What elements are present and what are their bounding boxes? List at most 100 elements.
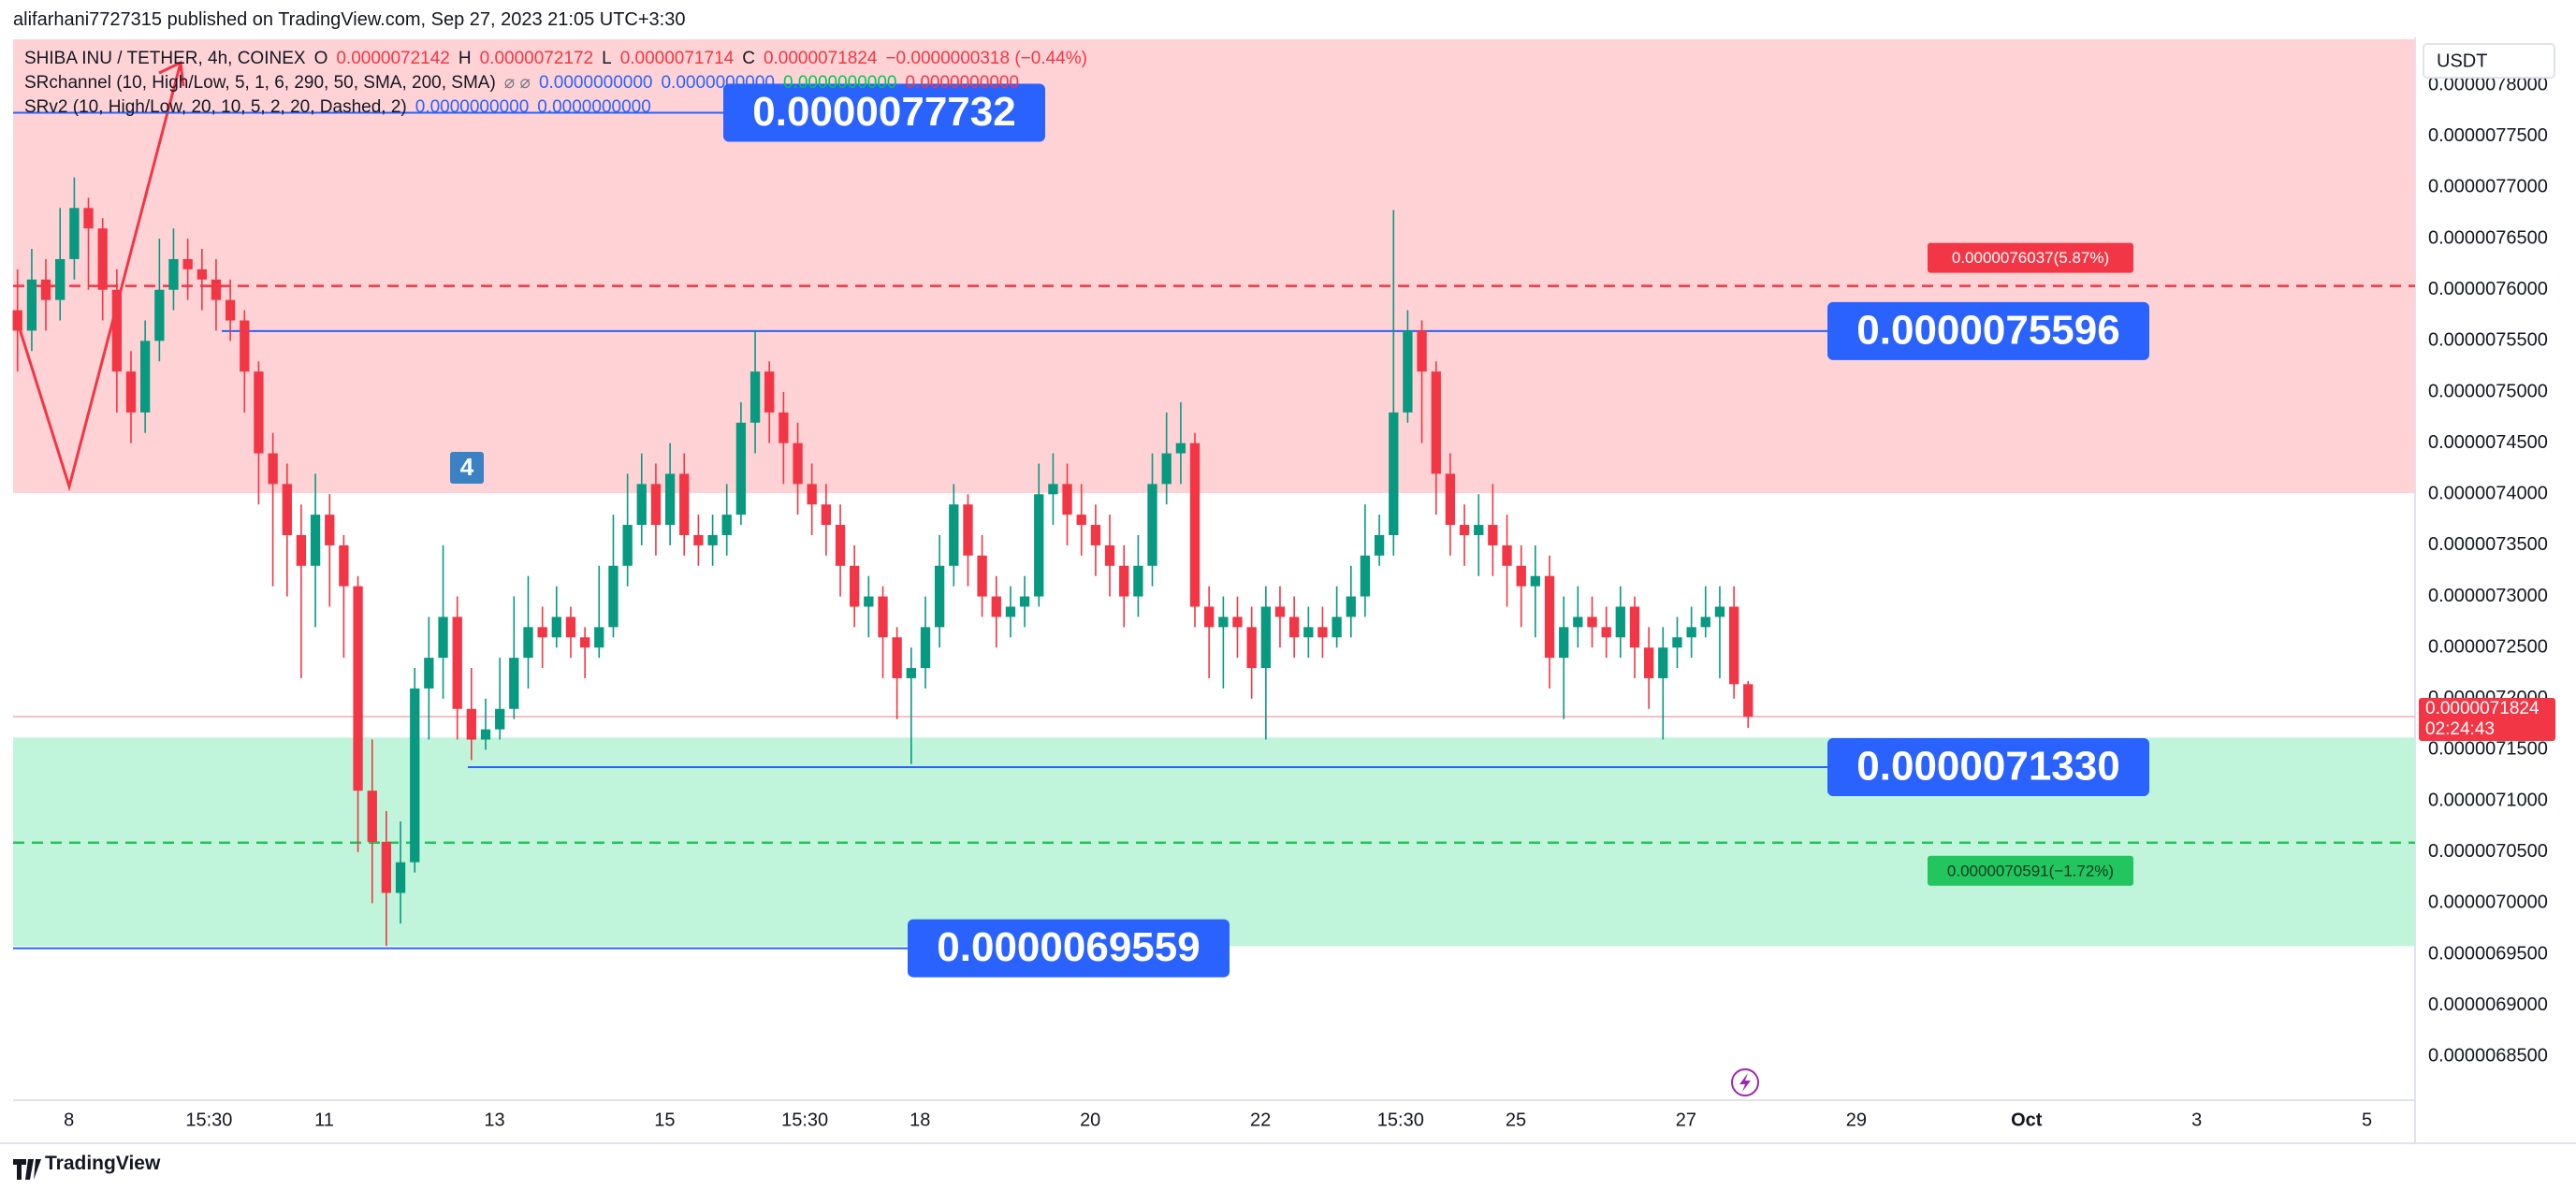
- candle-body: [1672, 637, 1682, 648]
- legend-text: H: [458, 49, 472, 68]
- x-tick-label: 11: [314, 1110, 334, 1130]
- candle-body: [721, 515, 732, 535]
- candle-body: [963, 504, 973, 556]
- candle-body: [977, 555, 987, 597]
- candle-body: [381, 841, 392, 893]
- candle-body: [1459, 525, 1470, 535]
- candle-body: [69, 208, 80, 259]
- candle-body: [225, 299, 236, 321]
- candle-body: [750, 371, 761, 423]
- y-tick-label: 0.0000076500: [2428, 227, 2548, 248]
- candle-body: [26, 279, 37, 331]
- candle-body: [949, 504, 959, 566]
- candle-body: [466, 708, 476, 740]
- candle-body: [664, 473, 676, 526]
- badge: 4: [460, 453, 474, 481]
- candle-body: [1403, 330, 1413, 413]
- candle-body: [1005, 606, 1016, 617]
- legend-text: ⌀ ⌀: [503, 73, 531, 93]
- candle-body: [55, 258, 65, 300]
- legend-row: SHIBA INU / TETHER, 4h, COINEX O 0.0000072…: [24, 47, 1096, 71]
- level-label: 0.0000077732: [752, 89, 1015, 135]
- x-tick-label: 18: [910, 1110, 930, 1130]
- y-tick-label: 0.0000069500: [2428, 943, 2548, 964]
- candle-body: [1332, 617, 1342, 638]
- candle-body: [821, 504, 832, 526]
- candle-body: [679, 473, 690, 535]
- candle-body: [424, 658, 434, 689]
- candle-body: [1360, 555, 1371, 597]
- candle-body: [1700, 617, 1710, 628]
- candle-body: [934, 565, 945, 628]
- candle-body: [1034, 494, 1044, 597]
- candle-body: [991, 596, 1001, 617]
- candle-body: [1246, 627, 1257, 669]
- candle-body: [410, 688, 420, 863]
- legend-text: SRchannel (10, High/Low, 5, 1, 6, 290, 5…: [24, 73, 496, 93]
- candle-body: [1288, 617, 1300, 638]
- candle-body: [1232, 617, 1243, 628]
- countdown-label: 02:24:43: [2425, 719, 2495, 739]
- level-label-box: [908, 919, 1230, 978]
- candle-body: [1062, 484, 1072, 515]
- candle-body: [608, 565, 619, 628]
- candle-body: [1615, 606, 1625, 638]
- event-icon-bolt: [1739, 1073, 1751, 1092]
- y-tick-label: 0.0000074500: [2428, 432, 2548, 453]
- legend-text: 0.0000000000: [782, 73, 897, 93]
- candle-body: [1260, 606, 1272, 669]
- candle-body: [1417, 330, 1427, 372]
- last-price-label: 0.0000071824: [2425, 699, 2540, 718]
- logo-icon: [13, 1159, 41, 1180]
- level-label: 0.0000075596: [1856, 307, 2119, 353]
- x-tick-label: 15:30: [781, 1110, 828, 1130]
- y-tick-label: 0.0000075500: [2428, 330, 2548, 351]
- candle-body: [551, 617, 561, 638]
- candle-body: [735, 422, 747, 515]
- x-tick-label: 15: [654, 1110, 675, 1130]
- legend-text: 0.0000000000: [538, 73, 653, 93]
- y-tick-label: 0.0000070500: [2428, 841, 2548, 862]
- y-tick-label: 0.0000073000: [2428, 586, 2548, 606]
- legend-text: O: [313, 49, 328, 68]
- candle-body: [140, 341, 151, 413]
- x-tick-label: 29: [1846, 1110, 1867, 1130]
- candle-body: [211, 279, 222, 300]
- y-tick-label: 0.0000075000: [2428, 381, 2548, 401]
- candle-body: [1019, 596, 1030, 607]
- candle-body: [1686, 627, 1696, 638]
- candle-body: [636, 484, 647, 526]
- legend-text: 0.0000000000: [905, 73, 1020, 93]
- candle-body: [807, 484, 817, 505]
- candle-body: [125, 371, 137, 413]
- x-tick-label: 20: [1080, 1110, 1100, 1130]
- level-label: 0.0000069559: [937, 924, 1200, 970]
- drawing: [15, 62, 182, 492]
- candle-body: [353, 586, 363, 791]
- candle-body: [1175, 443, 1186, 454]
- candle-body: [565, 617, 576, 638]
- y-tick-label: 0.0000078000: [2428, 74, 2548, 94]
- target-label: 0.0000076037(5.87%): [1952, 249, 2109, 267]
- legend-text: 0.0000000000: [415, 97, 530, 117]
- x-tick-label: 3: [2191, 1110, 2202, 1130]
- candle-body: [509, 658, 519, 709]
- legend-text: 0.0000000000: [661, 73, 775, 93]
- legend-text: SHIBA INU / TETHER, 4h, COINEX: [24, 49, 306, 68]
- candle-body: [1516, 565, 1526, 587]
- legend-text: −0.0000000318 (−0.44%): [885, 49, 1087, 68]
- level-label: 0.0000071330: [1856, 744, 2119, 790]
- candle-body: [367, 791, 377, 842]
- y-tick-label: 0.0000074000: [2428, 484, 2548, 504]
- candle-body: [892, 637, 902, 678]
- y-tick-label: 0.0000077500: [2428, 125, 2548, 146]
- event-icon: [1731, 1068, 1759, 1096]
- legend-text: 0.0000072172: [479, 49, 594, 68]
- candle-body: [12, 310, 22, 331]
- x-tick-label: 13: [484, 1110, 504, 1130]
- candle-body: [196, 268, 207, 280]
- candle-body: [1488, 525, 1498, 545]
- x-tick-label: 5: [2362, 1110, 2372, 1130]
- drawing-arrow: [158, 60, 185, 87]
